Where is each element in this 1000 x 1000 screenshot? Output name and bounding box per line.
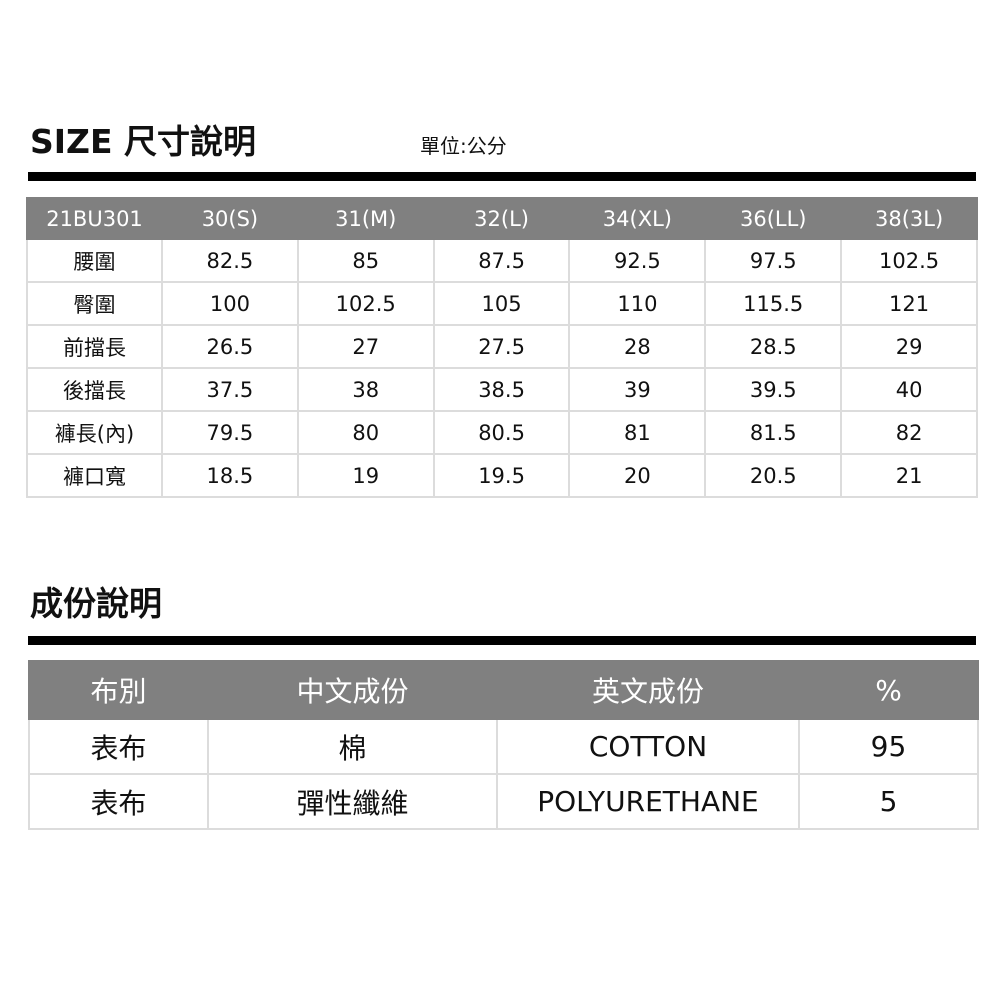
size-table: 21BU301 30(S) 31(M) 32(L) 34(XL) 36(LL) 38(3L)… xyxy=(26,197,978,498)
size-cell: 81.5 xyxy=(704,410,843,455)
composition-cell: 95 xyxy=(798,718,979,775)
size-cell: 80 xyxy=(296,410,435,455)
size-cell: 82 xyxy=(840,410,978,455)
size-cell: 115.5 xyxy=(704,281,843,326)
size-cell: 97.5 xyxy=(704,238,843,283)
size-cell: 19.5 xyxy=(432,453,571,498)
size-cell: 38 xyxy=(296,367,435,412)
size-header-cell: 21BU301 xyxy=(26,197,163,240)
composition-header-cell: 英文成份 xyxy=(496,660,800,720)
size-row: 前擋長 26.5 27 27.5 28 28.5 29 xyxy=(26,324,978,369)
size-row: 臀圍 100 102.5 105 110 115.5 121 xyxy=(26,281,978,326)
size-cell: 27 xyxy=(296,324,435,369)
composition-row-label: 表布 xyxy=(28,718,209,775)
size-cell: 87.5 xyxy=(432,238,571,283)
composition-cell: 5 xyxy=(798,773,979,830)
size-cell: 21 xyxy=(840,453,978,498)
composition-divider xyxy=(28,636,976,645)
size-row: 後擋長 37.5 38 38.5 39 39.5 40 xyxy=(26,367,978,412)
size-cell: 29 xyxy=(840,324,978,369)
composition-cell: COTTON xyxy=(496,718,800,775)
size-cell: 28 xyxy=(568,324,707,369)
composition-header-cell: % xyxy=(798,660,979,720)
composition-header-cell: 中文成份 xyxy=(207,660,498,720)
composition-row-label: 表布 xyxy=(28,773,209,830)
size-row: 褲口寬 18.5 19 19.5 20 20.5 21 xyxy=(26,453,978,498)
size-cell: 27.5 xyxy=(432,324,571,369)
composition-cell: 彈性纖維 xyxy=(207,773,498,830)
size-cell: 102.5 xyxy=(840,238,978,283)
composition-cell: 棉 xyxy=(207,718,498,775)
size-cell: 100 xyxy=(161,281,299,326)
composition-header-cell: 布別 xyxy=(28,660,209,720)
composition-cell: POLYURETHANE xyxy=(496,773,800,830)
size-row-label: 前擋長 xyxy=(26,324,163,369)
size-cell: 79.5 xyxy=(161,410,299,455)
size-cell: 110 xyxy=(568,281,707,326)
size-row-label: 褲長(內) xyxy=(26,410,163,455)
size-divider xyxy=(28,172,976,181)
size-cell: 28.5 xyxy=(704,324,843,369)
size-cell: 40 xyxy=(840,367,978,412)
size-title: SIZE 尺寸說明 xyxy=(30,122,257,161)
composition-title: 成份說明 xyxy=(30,584,162,623)
unit-label: 單位:公分 xyxy=(420,134,507,158)
composition-row: 表布棉 COTTON 95 xyxy=(28,718,979,775)
size-header-cell: 36(LL) xyxy=(704,197,843,240)
size-cell: 102.5 xyxy=(296,281,435,326)
composition-header-row: 布別 中文成份 英文成份% xyxy=(28,660,979,720)
size-row: 腰圍 82.5 85 87.5 92.5 97.5 102.5 xyxy=(26,238,978,283)
size-header-cell: 32(L) xyxy=(432,197,571,240)
size-cell: 85 xyxy=(296,238,435,283)
size-header-cell: 38(3L) xyxy=(840,197,978,240)
size-cell: 121 xyxy=(840,281,978,326)
size-cell: 19 xyxy=(296,453,435,498)
size-cell: 18.5 xyxy=(161,453,299,498)
size-row-label: 後擋長 xyxy=(26,367,163,412)
size-cell: 105 xyxy=(432,281,571,326)
size-cell: 80.5 xyxy=(432,410,571,455)
size-cell: 39.5 xyxy=(704,367,843,412)
size-header-cell: 31(M) xyxy=(296,197,435,240)
size-header-cell: 34(XL) xyxy=(568,197,707,240)
size-cell: 92.5 xyxy=(568,238,707,283)
size-cell: 81 xyxy=(568,410,707,455)
size-cell: 39 xyxy=(568,367,707,412)
size-row-label: 褲口寬 xyxy=(26,453,163,498)
size-row: 褲長(內) 79.5 80 80.5 81 81.5 82 xyxy=(26,410,978,455)
composition-row: 表布 彈性纖維 POLYURETHANE 5 xyxy=(28,773,979,830)
size-row-label: 腰圍 xyxy=(26,238,163,283)
size-cell: 37.5 xyxy=(161,367,299,412)
size-cell: 20 xyxy=(568,453,707,498)
size-cell: 82.5 xyxy=(161,238,299,283)
size-cell: 20.5 xyxy=(704,453,843,498)
size-header-row: 21BU301 30(S) 31(M) 32(L) 34(XL) 36(LL) 38(3L) xyxy=(26,197,978,240)
size-cell: 26.5 xyxy=(161,324,299,369)
composition-table: 布別 中文成份 英文成份% 表布棉 COTTON 95 表布 彈性纖維 POLYURETHAN… xyxy=(28,660,979,830)
size-cell: 38.5 xyxy=(432,367,571,412)
size-row-label: 臀圍 xyxy=(26,281,163,326)
size-header-cell: 30(S) xyxy=(161,197,299,240)
